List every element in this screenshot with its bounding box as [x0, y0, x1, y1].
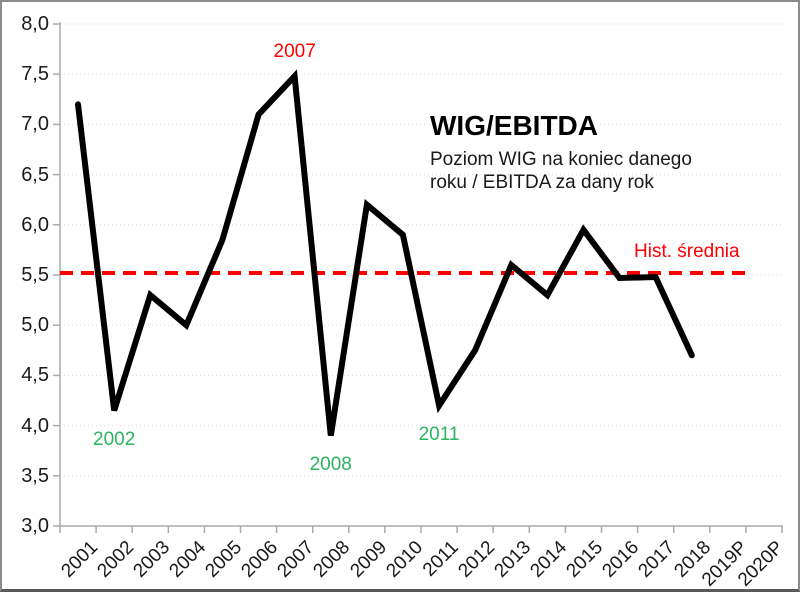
series-line [75, 69, 695, 437]
annotation-label-2002: 2002 [93, 428, 136, 450]
y-axis-tick-label: 5,5 [21, 264, 49, 286]
y-axis-tick-label: 7,0 [21, 113, 49, 136]
y-axis-tick-label: 8,0 [21, 13, 49, 35]
y-axis-tick-label: 6,5 [21, 163, 49, 186]
y-axis-tick-label: 3,0 [21, 515, 49, 537]
chart-title: WIG/EBITDA [430, 110, 598, 141]
y-axis-tick-label: 4,5 [21, 364, 49, 387]
annotation-label-2011: 2011 [418, 423, 460, 445]
y-axis-tick-label: 4,0 [21, 414, 49, 437]
reference-line-label: Hist. średnia [634, 241, 740, 262]
y-axis-tick-label: 5,0 [21, 314, 49, 337]
y-axis-tick-label: 7,5 [21, 63, 49, 86]
y-axis-tick-label: 3,5 [21, 464, 49, 487]
annotation-label-2007: 2007 [273, 41, 316, 63]
y-axis-tick-label: 6,0 [21, 213, 49, 236]
chart-subtitle: Poziom WIG na koniec danego roku / EBITD… [430, 149, 692, 193]
annotation-label-2008: 2008 [309, 453, 352, 475]
